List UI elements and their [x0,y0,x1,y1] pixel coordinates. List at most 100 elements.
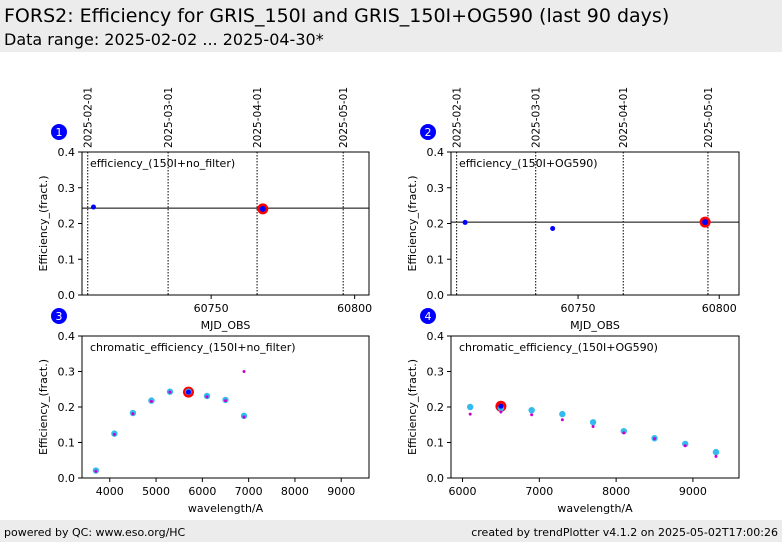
panel-4-y-tick-label: 0.4 [427,330,445,343]
panel-4-badge-circle [420,308,436,324]
page-title: FORS2: Efficiency for GRIS_150I and GRIS… [4,5,670,27]
panel-3-reference-point [242,415,246,419]
panel-4-y-axis-label: Efficiency_(fract.) [406,359,419,455]
panel-3-x-tick-label: 4000 [96,485,124,498]
panel-2-date-marker-label: 2025-02-01 [452,87,464,148]
panel-4-reference-point [468,412,472,416]
powered-by-link[interactable]: powered by QC: www.eso.org/HC [4,526,186,539]
panel-4-model-point [528,406,535,414]
panel-2-x-tick-label: 60750 [561,302,596,315]
panel-4-reference-point [591,425,595,429]
panel-4-reference-point [499,410,503,414]
panel-2-badge-circle [420,124,436,140]
panel-3-y-axis-label: Efficiency_(fract.) [37,359,50,455]
panel-3-y-tick-label: 0.2 [58,401,76,414]
panel-1-y-tick-label: 0.1 [58,253,76,266]
panel-1-last-point [259,205,266,212]
panel-3-reference-point [131,412,135,416]
panel-3-y-tick-label: 0.4 [58,330,76,343]
panel-4-reference-point [560,418,564,422]
panel-2-data-point [550,226,556,232]
panel-3-reference-point [168,390,172,394]
panel-1-data-point [90,204,96,210]
panel-4-reference-point [530,413,534,417]
panel-2-y-tick-label: 0.4 [427,146,445,159]
panel-3-y-tick-label: 0.1 [58,437,76,450]
panel-4-highlight-center [498,403,504,409]
panel-1-x-axis-label: MJD_OBS [201,319,251,332]
panel-2-y-tick-label: 0.1 [427,253,445,266]
panel-1-series-label: efficiency_(150I+no_filter) [90,157,235,170]
panel-3-x-tick-label: 9000 [327,485,355,498]
panel-1-y-tick-label: 0.2 [58,218,76,231]
panel-4-plot-frame [450,335,740,479]
panel-1-x-tick-label: 60800 [337,302,372,315]
panel-3-x-tick-label: 6000 [188,485,216,498]
panel-4-y-tick-label: 0.1 [427,437,445,450]
panel-3-y-tick-label: 0.0 [58,472,76,485]
panel-3-plot-frame [81,335,370,479]
panel-3-reference-point [205,395,209,399]
panel-2-y-tick-label: 0.3 [427,182,445,195]
panel-4-model-point [620,427,627,435]
panel-4-reference-point [653,437,657,441]
panel-4-y-tick-label: 0.3 [427,366,445,379]
panel-2-date-marker-label: 2025-04-01 [618,87,630,148]
panel-4-series-label: chromatic_efficiency_(150I+OG590) [459,341,658,354]
panel-1-badge-number: 1 [56,126,63,139]
panel-3-badge-circle [51,308,67,324]
panel-2-date-marker-label: 2025-05-01 [703,87,715,148]
panel-4-x-tick-label: 7000 [525,485,553,498]
panel-4-x-tick-label: 6000 [449,485,477,498]
panel-2-y-tick-label: 0.0 [427,289,445,302]
panel-3-x-tick-label: 7000 [235,485,263,498]
panel-4-model-point [589,419,597,426]
panel-2-last-point [702,219,709,226]
page-footer: powered by QC: www.eso.org/HC created by… [0,520,782,542]
panel-1-date-marker-label: 2025-04-01 [252,87,264,148]
created-by-note: created by trendPlotter v4.1.2 on 2025-0… [471,526,778,539]
panel-4-model-point [467,403,474,411]
panel-3-x-tick-label: 5000 [142,485,170,498]
panel-2-date-marker-label: 2025-03-01 [531,87,543,148]
panel-3-highlight-center [185,389,191,395]
panel-3-badge-number: 3 [56,310,63,323]
panel-4-model-point [712,448,720,456]
panel-4-model-point [559,410,566,418]
panel-3-y-tick-label: 0.3 [58,366,76,379]
panel-4-x-tick-label: 9000 [679,485,707,498]
panel-2-series-label: efficiency_(150I+OG590) [459,157,598,170]
panel-4-badge-number: 4 [425,310,432,323]
panel-1-y-axis-label: Efficiency_(fract.) [37,175,50,271]
panel-4-y-tick-label: 0.2 [427,401,445,414]
panel-1-plot-frame [81,151,370,296]
panel-2-plot-frame [450,151,740,296]
panel-1-x-tick-label: 60750 [194,302,229,315]
panel-4-x-axis-label: wavelength/A [557,502,633,515]
panel-3-reference-point [94,469,98,473]
panel-3-reference-point [224,399,227,403]
panel-1-y-tick-label: 0.3 [58,182,76,195]
panel-1-date-marker-label: 2025-03-01 [163,87,175,148]
panel-3-x-tick-label: 8000 [281,485,309,498]
data-range-subtitle: Data range: 2025-02-02 ... 2025-04-30* [4,30,324,49]
panel-3-reference-point [242,370,246,373]
panel-2-badge-number: 2 [425,126,432,139]
page-header: FORS2: Efficiency for GRIS_150I and GRIS… [0,0,782,52]
panel-2-data-point [462,219,468,225]
panel-3-x-axis-label: wavelength/A [188,502,264,515]
panel-3-series-label: chromatic_efficiency_(150I+no_filter) [90,341,296,354]
panel-2-y-tick-label: 0.2 [427,218,445,231]
panel-1-y-tick-label: 0.0 [58,289,76,302]
panel-4-model-point [682,440,689,448]
panel-4-reference-point [683,444,687,448]
panel-4-y-tick-label: 0.0 [427,472,445,485]
panel-3-reference-point [112,432,116,436]
panel-2-y-axis-label: Efficiency_(fract.) [406,175,419,271]
panel-4-reference-point [622,431,626,435]
panel-3-reference-point [149,399,153,403]
panel-4-reference-point [714,454,718,458]
panel-2-x-axis-label: MJD_OBS [570,319,620,332]
panel-1-badge-circle [51,124,67,140]
